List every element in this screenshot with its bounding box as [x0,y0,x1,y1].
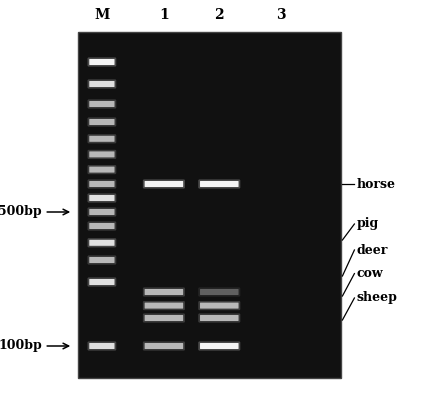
FancyBboxPatch shape [198,287,240,297]
Text: M: M [94,8,109,22]
FancyBboxPatch shape [89,195,114,201]
FancyBboxPatch shape [88,134,116,143]
Text: deer: deer [357,244,388,256]
FancyBboxPatch shape [200,315,238,321]
Text: 3: 3 [276,8,286,22]
FancyBboxPatch shape [200,181,238,187]
FancyBboxPatch shape [88,194,116,202]
FancyBboxPatch shape [143,301,185,310]
FancyBboxPatch shape [88,222,116,230]
FancyBboxPatch shape [89,257,114,263]
FancyBboxPatch shape [88,99,116,108]
FancyBboxPatch shape [200,289,238,295]
FancyBboxPatch shape [88,238,116,247]
FancyBboxPatch shape [88,278,116,286]
FancyBboxPatch shape [88,79,116,88]
FancyBboxPatch shape [88,207,116,217]
FancyBboxPatch shape [200,343,238,349]
FancyBboxPatch shape [88,179,116,188]
FancyBboxPatch shape [89,101,114,107]
FancyBboxPatch shape [89,181,114,187]
FancyBboxPatch shape [198,342,240,350]
Text: pig: pig [357,218,379,230]
FancyBboxPatch shape [89,279,114,285]
FancyBboxPatch shape [89,136,114,142]
FancyBboxPatch shape [89,240,114,246]
Text: 2: 2 [214,8,224,22]
FancyBboxPatch shape [144,315,183,321]
FancyBboxPatch shape [88,118,116,126]
FancyBboxPatch shape [89,119,114,125]
FancyBboxPatch shape [200,302,238,309]
FancyBboxPatch shape [143,179,185,188]
FancyBboxPatch shape [198,301,240,310]
FancyBboxPatch shape [88,342,116,350]
FancyBboxPatch shape [144,343,183,349]
Text: 500bp: 500bp [0,206,42,218]
Text: cow: cow [357,267,383,280]
FancyBboxPatch shape [88,256,116,265]
FancyBboxPatch shape [144,289,183,295]
Text: sheep: sheep [357,292,397,304]
FancyBboxPatch shape [89,151,114,157]
FancyBboxPatch shape [144,181,183,187]
FancyBboxPatch shape [89,166,114,173]
FancyBboxPatch shape [89,59,114,65]
FancyBboxPatch shape [144,302,183,309]
FancyBboxPatch shape [198,179,240,188]
Text: 1: 1 [159,8,169,22]
Bar [78,32,341,378]
FancyBboxPatch shape [143,342,185,350]
FancyBboxPatch shape [198,314,240,322]
FancyBboxPatch shape [88,57,116,66]
FancyBboxPatch shape [89,223,114,229]
FancyBboxPatch shape [88,150,116,159]
Text: 100bp: 100bp [0,340,42,352]
Text: horse: horse [357,178,396,190]
FancyBboxPatch shape [143,314,185,322]
FancyBboxPatch shape [89,209,114,215]
FancyBboxPatch shape [89,81,114,87]
FancyBboxPatch shape [88,165,116,174]
FancyBboxPatch shape [143,287,185,297]
FancyBboxPatch shape [89,343,114,349]
